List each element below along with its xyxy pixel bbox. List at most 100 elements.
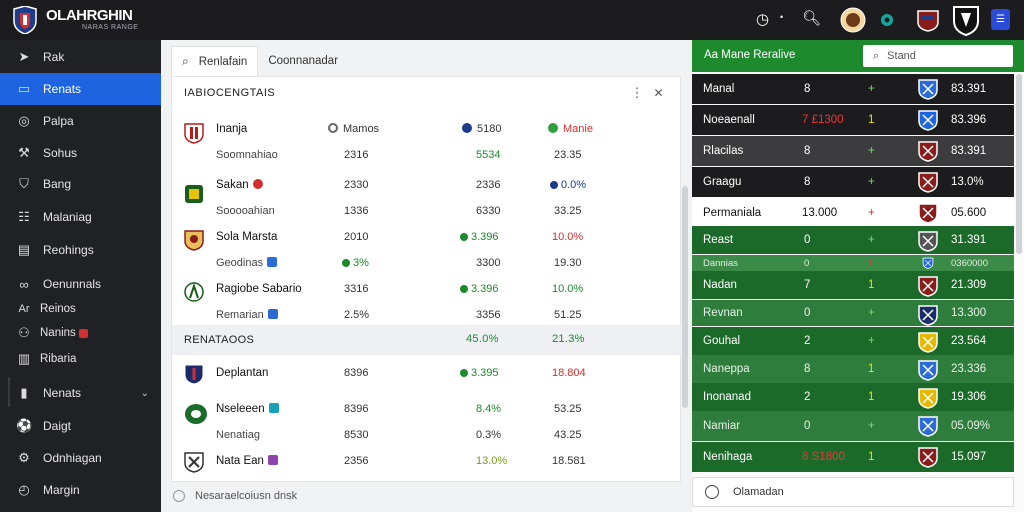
trend-indicator: + [868,335,875,347]
team-row[interactable]: Ragiobe Sabario Remarian 3316 2.5% 3.396… [172,271,682,323]
stat-value: 43.25 [554,429,582,441]
stat-value: Mamos [343,123,380,135]
club-shield-icon[interactable] [12,6,38,34]
standing-row[interactable]: Noeaenall 7 £1300 1 83.396 [692,105,1014,135]
stat-value: 2010 [344,231,369,243]
tab-coonnanadar[interactable]: Coonnanadar [258,46,348,76]
standing-row[interactable]: Manal 8 +83.391 [692,74,1014,104]
team-row[interactable]: Nseleeen Nenatiag 8396 8530 8.4% 0.3% 53… [172,391,682,443]
team-crest-icon [918,305,938,326]
team-row[interactable]: Inanja Soomnahiao Mamos 2316 5180 5534 M… [172,111,682,163]
search-icon: ⌕ [873,49,880,62]
standing-row[interactable]: Dannias 0 1 0360000 [692,255,1014,271]
standing-row[interactable]: Inonanad 2 1 19.306 [692,383,1014,411]
standing-row[interactable]: Nenihaga 8 S1800 1 15.097 [692,442,1014,472]
sidebar-item-renats[interactable]: ▭ Renats [0,73,161,105]
stat-value: 18.581 [552,455,586,467]
team-row[interactable]: Sakan Sooooahian 2330 1336 2336 6330 0.0… [172,167,682,219]
sidebar-item-malaniag[interactable]: ☷ Malaniag [0,201,161,233]
row-score: 05.09% [951,420,991,432]
trend-indicator: 1 [868,451,875,463]
sidebar-item-nenats[interactable]: ▮ Nenats ⌄ [0,377,161,409]
team-crest-icon[interactable] [840,6,866,34]
stat-value: 10.0% [552,283,584,295]
green-dot-icon [460,369,468,377]
main-scrollbar[interactable] [682,186,688,408]
team-name: Inonanad [703,391,751,403]
sidebar-item-rak[interactable]: ➤ Rak [0,41,161,73]
right-search-input[interactable]: ⌕ Stand [863,45,1013,67]
team-badge-icon[interactable] [916,8,940,32]
row-score: 13.300 [951,307,987,319]
document-icon: ▤ [17,242,31,257]
team-name: Nenihaga [703,451,753,463]
standing-row[interactable]: Gouhal 2 +23.564 [692,327,1014,355]
notification-button[interactable]: ☰ [991,9,1010,30]
team-name: Gouhal [703,335,741,347]
stat-value: 6330 [476,205,501,217]
sidebar-item-ribaria[interactable]: ▥ Ribaria [0,347,161,371]
chat-icon [705,485,719,499]
standing-row[interactable]: Naneppa 8 1 23.336 [692,355,1014,383]
footer-checkbox[interactable]: Nesaraelcoiusn dnsk [173,490,297,502]
sidebar-item-label: Reinos [40,303,76,315]
trend-indicator: 1 [868,257,874,269]
right-scrollbar[interactable] [1016,74,1022,254]
sidebar-item-reinos[interactable]: Ar Reinos [0,297,161,321]
sidebar: ➤ Rak ▭ Renats ◎ Palpa ⚒ Sohus ⛉ Bang ☷ … [0,40,161,512]
team-emblem-icon[interactable] [952,4,980,36]
close-icon[interactable]: ✕ [653,86,664,100]
clock-icon[interactable]: ◷ [756,11,770,28]
right-footer[interactable]: Olamadan [692,477,1014,507]
sidebar-item-bang[interactable]: ⛉ Bang [0,168,161,200]
row-score: 83.391 [951,83,987,95]
row-value: 8 [804,176,811,188]
team-crest-icon [185,185,203,203]
panel-title: IABIOCENGTAIS [184,87,276,99]
stat-value: 33.25 [554,205,582,217]
sidebar-item-label: Nanins [40,327,76,339]
sidebar-item-reohings[interactable]: ▤ Reohings [0,234,161,266]
team-crest-icon [184,282,204,302]
standing-row[interactable]: Nadan 7 1 21.309 [692,271,1014,299]
sidebar-item-label: Ribaria [40,353,77,365]
sidebar-item-palpa[interactable]: ◎ Palpa [0,105,161,137]
team-row[interactable]: Sola Marsta Geodinas 2010 3% 3.396 3300 … [172,219,682,271]
standing-row[interactable]: Permaniala 13.000 +05.600 [692,198,1014,228]
tab-label: Renlafain [198,55,248,68]
row-value: 8 [804,145,811,157]
standing-row[interactable]: Rlacilas 8 +83.391 [692,136,1014,166]
tab-renlafain[interactable]: ⌕ Renlafain [171,46,259,76]
stat-value: 0.3% [476,429,502,441]
search-icon[interactable]: 🔍︎ [802,10,822,27]
standing-row[interactable]: Namiar 0 +05.09% [692,411,1014,441]
team-name: Rlacilas [703,145,744,157]
team-name: Deplantan [216,367,269,379]
row-value: 8 [804,363,811,375]
sidebar-item-oenunnals[interactable]: ∞ Oenunnals [0,268,161,300]
stat-value: 5534 [476,149,501,161]
team-row[interactable]: Deplantan 8396 3.395 18.804 [172,357,682,391]
sidebar-item-daigt[interactable]: ⚽ Daigt [0,410,161,442]
trend-indicator: + [868,83,875,95]
chevron-down-icon[interactable]: ⌄ [140,387,149,399]
more-icon[interactable]: ⋮ [630,85,644,100]
team-crest-icon [184,364,204,385]
sidebar-item-sohus[interactable]: ⚒ Sohus [0,137,161,169]
standing-row[interactable]: Reast 0 +31.391 [692,226,1014,254]
stat-value: 3356 [476,309,501,321]
sidebar-divider [8,377,10,407]
standing-row[interactable]: Revnan 0 +13.300 [692,300,1014,326]
sidebar-item-margin[interactable]: ◴ Margin [0,474,161,506]
standing-row[interactable]: Graagu 8 +13.0% [692,167,1014,197]
trend-indicator: + [868,145,875,157]
team-row[interactable]: Nata Ean 2356 13.0% 18.581 [172,445,682,479]
bar-icon: ▮ [20,385,28,400]
sidebar-item-odnhiagan[interactable]: ⚙ Odnhiagan [0,442,161,474]
tab-bar: ⌕ Renlafain Coonnanadar [171,46,348,76]
green-dot-icon [460,233,468,241]
right-panel-header: Aa Mane Reralive ⌕ Stand [692,40,1024,72]
radio-icon[interactable] [173,490,185,502]
team-crest-icon [185,404,207,424]
sidebar-item-nanins[interactable]: ⚇ Nanins [0,321,161,345]
